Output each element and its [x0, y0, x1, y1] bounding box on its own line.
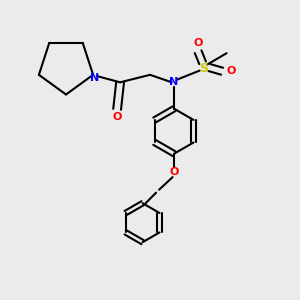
Text: O: O — [194, 38, 203, 48]
Text: N: N — [169, 77, 179, 87]
Text: O: O — [226, 66, 236, 76]
Text: O: O — [169, 167, 179, 177]
Text: O: O — [112, 112, 122, 122]
Text: N: N — [90, 73, 99, 83]
Text: S: S — [200, 62, 208, 75]
